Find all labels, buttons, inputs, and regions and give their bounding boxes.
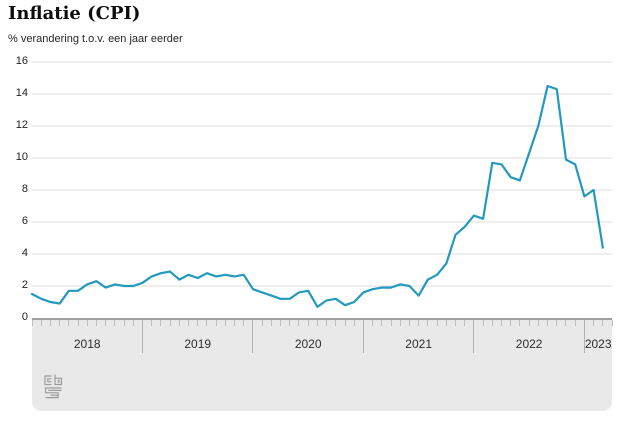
month-tick	[40, 320, 42, 326]
year-separator	[141, 320, 143, 353]
year-separator	[252, 320, 254, 353]
y-axis-tick-label: 14	[15, 87, 28, 99]
month-tick	[224, 320, 226, 326]
month-tick	[611, 320, 613, 326]
month-tick	[298, 320, 300, 326]
month-tick	[261, 320, 263, 326]
month-tick	[243, 320, 245, 326]
y-axis-tick-label: 0	[21, 311, 28, 323]
month-tick	[547, 320, 549, 326]
month-tick	[528, 320, 530, 326]
year-separator	[583, 320, 585, 353]
month-tick	[86, 320, 88, 326]
month-tick	[123, 320, 125, 326]
month-tick	[307, 320, 309, 326]
month-tick	[270, 320, 272, 326]
month-tick	[59, 320, 61, 326]
month-tick	[31, 320, 33, 326]
month-tick	[464, 320, 466, 326]
month-tick	[390, 320, 392, 326]
month-tick	[491, 320, 493, 326]
y-axis-labels: 0 2 4 6 8 10 12 14 16	[0, 0, 28, 426]
month-tick	[206, 320, 208, 326]
month-tick	[326, 320, 328, 326]
month-tick	[316, 320, 318, 326]
month-tick	[574, 320, 576, 326]
month-tick	[427, 320, 429, 326]
month-tick	[510, 320, 512, 326]
month-tick	[160, 320, 162, 326]
month-tick	[178, 320, 180, 326]
chart-subtitle: % verandering t.o.v. een jaar eerder	[8, 33, 183, 45]
chart-title: Inflatie (CPI)	[8, 3, 141, 24]
month-tick	[381, 320, 383, 326]
month-tick	[537, 320, 539, 326]
month-tick	[556, 320, 558, 326]
month-tick	[188, 320, 189, 326]
month-tick	[602, 320, 604, 326]
month-tick	[215, 320, 217, 326]
month-tick	[95, 320, 97, 326]
month-tick	[399, 320, 401, 326]
y-axis-tick-label: 8	[21, 183, 28, 195]
month-tick	[68, 320, 70, 326]
month-tick	[593, 320, 595, 326]
month-tick	[105, 320, 107, 326]
month-tick	[501, 320, 503, 326]
month-tick	[353, 320, 355, 326]
month-tick	[482, 320, 484, 326]
y-axis-tick-label: 2	[21, 279, 28, 291]
y-axis-tick-label: 10	[15, 151, 28, 163]
month-tick	[372, 320, 374, 326]
month-tick	[132, 320, 134, 326]
month-tick	[344, 320, 346, 326]
month-tick	[445, 320, 447, 326]
x-axis-band: 2018 2019 2020 2021 2022 2023	[31, 318, 613, 411]
y-axis-tick-label: 12	[15, 119, 28, 131]
month-tick	[454, 320, 456, 326]
month-tick	[289, 320, 291, 326]
month-tick	[408, 320, 410, 326]
cbs-logo	[44, 374, 63, 399]
year-separator	[362, 320, 364, 353]
month-tick	[234, 320, 236, 326]
x-axis-year-label: 2022	[515, 337, 543, 351]
month-tick	[335, 320, 337, 326]
month-tick	[280, 320, 282, 326]
month-tick	[49, 320, 51, 326]
month-tick	[519, 320, 521, 326]
month-tick	[114, 320, 116, 326]
month-tick	[169, 320, 171, 326]
month-tick	[151, 320, 153, 326]
x-axis-year-label: 2021	[405, 337, 433, 351]
x-axis-year-label: 2023	[584, 337, 612, 351]
month-tick	[418, 320, 420, 326]
month-tick	[77, 320, 79, 326]
x-axis-year-label: 2019	[184, 337, 212, 351]
inflation-line	[30, 84, 604, 308]
month-tick	[565, 320, 567, 326]
year-separator	[473, 320, 475, 353]
y-axis-tick-label: 6	[21, 215, 28, 227]
y-axis-tick-label: 16	[15, 55, 28, 67]
y-axis-tick-label: 4	[21, 247, 28, 259]
month-tick	[197, 320, 199, 326]
x-axis-year-label: 2018	[73, 337, 101, 351]
x-axis-year-label: 2020	[294, 337, 322, 351]
month-tick	[436, 320, 438, 326]
